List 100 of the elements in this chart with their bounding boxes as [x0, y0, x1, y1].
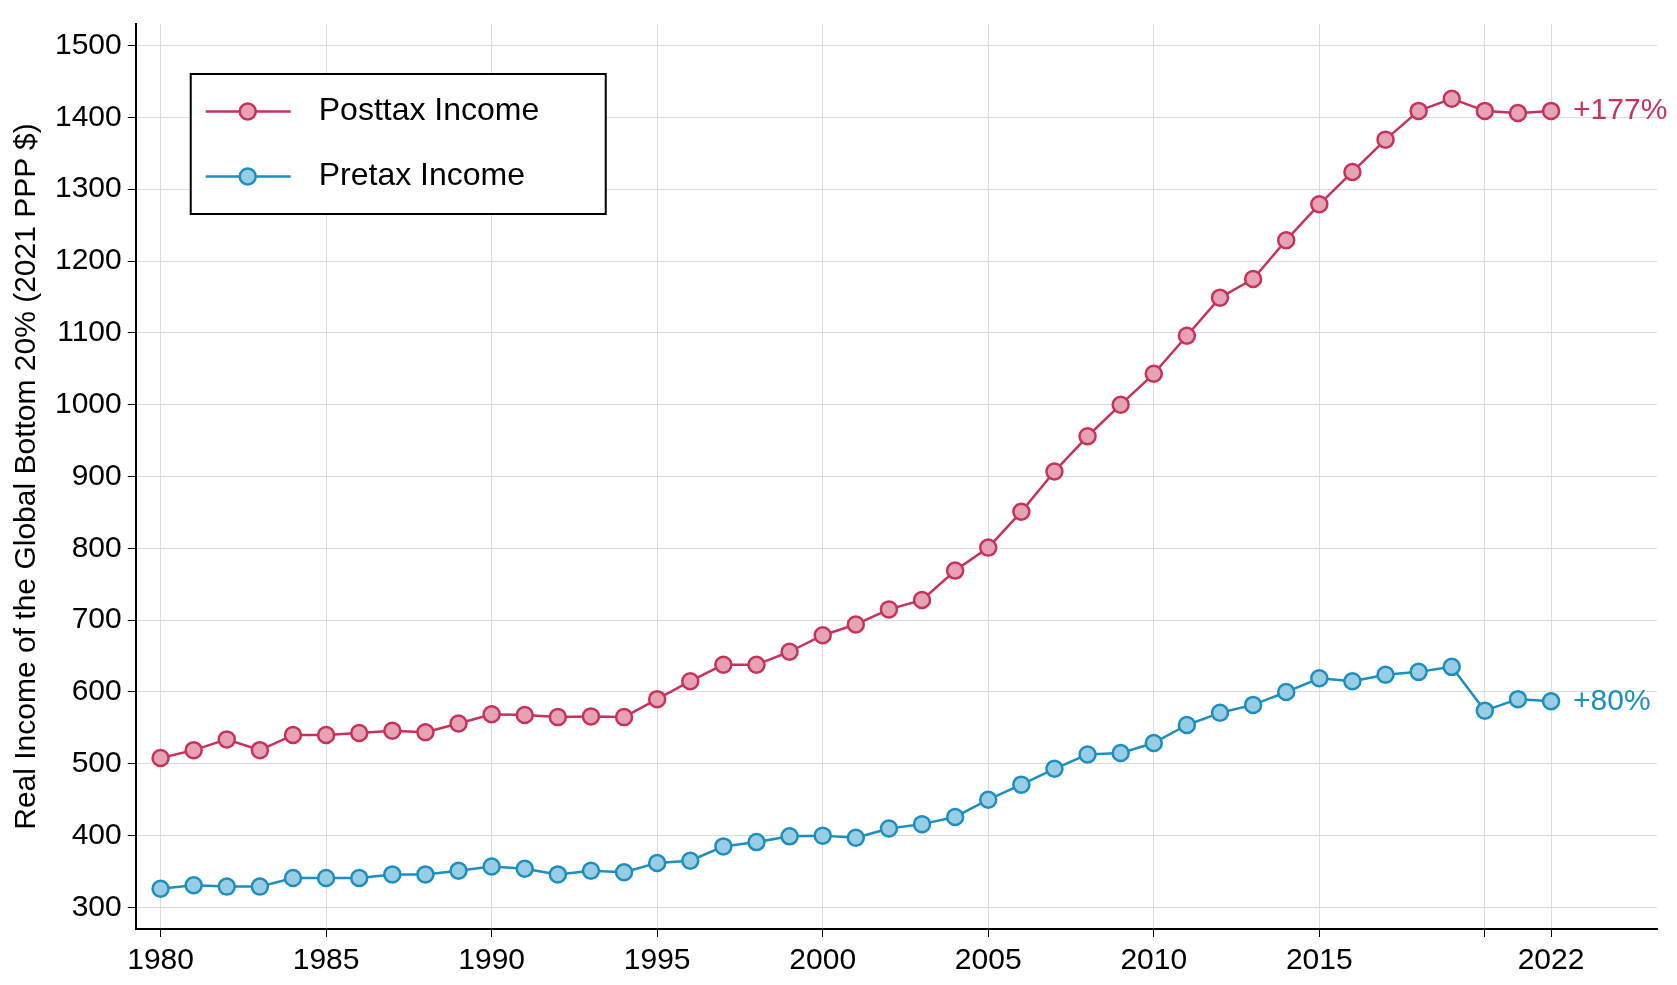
point: [416, 722, 435, 742]
point: [184, 740, 203, 760]
point: [681, 851, 700, 871]
point: [1144, 733, 1164, 753]
point: [548, 865, 568, 884]
point: [1177, 715, 1197, 735]
point: [681, 671, 700, 691]
point: [1045, 759, 1064, 779]
point: [1310, 669, 1329, 688]
x-tick-label: 1995: [623, 942, 691, 976]
point: [614, 707, 634, 727]
point: [714, 655, 733, 674]
point: [349, 723, 369, 743]
point: [780, 827, 799, 846]
point: [1243, 695, 1263, 715]
point: [912, 814, 932, 834]
x-tick-label: 2015: [1285, 942, 1353, 976]
point: [978, 538, 998, 557]
point: [846, 615, 866, 634]
y-tick-label: 500: [71, 745, 122, 779]
point: [912, 590, 932, 610]
point: [647, 689, 667, 709]
x-tick-label: 1990: [458, 942, 526, 976]
point: [813, 826, 832, 845]
point: [1508, 689, 1528, 709]
legend-label: Posttax Income: [318, 91, 540, 128]
y-tick-label: 800: [71, 529, 122, 563]
point: [1045, 462, 1064, 481]
y-tick-label: 1200: [54, 242, 122, 276]
point: [581, 707, 601, 726]
point: [1310, 195, 1329, 214]
point: [1078, 745, 1097, 764]
y-tick-label: 700: [71, 601, 122, 635]
point: [449, 714, 468, 733]
y-tick-label: 400: [71, 816, 122, 850]
point: [449, 861, 468, 881]
point: [515, 859, 534, 878]
point: [1111, 743, 1130, 763]
point: [1177, 326, 1197, 345]
point: [714, 837, 733, 856]
x-tick-label: 2010: [1120, 942, 1188, 976]
x-tick-label: 1980: [127, 942, 194, 976]
point: [945, 561, 965, 580]
point: [747, 655, 766, 674]
point: [1475, 101, 1495, 121]
point: [184, 875, 203, 895]
point: [515, 705, 534, 725]
y-tick-label: 300: [71, 888, 122, 922]
point: [283, 725, 303, 745]
point: [383, 721, 402, 741]
point: [1343, 671, 1362, 691]
point: [879, 600, 899, 619]
y-tick-label: 900: [71, 457, 122, 491]
point: [217, 730, 237, 749]
point: [1376, 665, 1395, 684]
annotation: +177%: [1573, 92, 1668, 126]
point: [1541, 101, 1561, 121]
point: [978, 790, 998, 809]
point: [747, 832, 766, 852]
point: [1508, 103, 1528, 123]
point: [1276, 682, 1296, 702]
point: [614, 863, 634, 882]
y-tick-label: 1500: [54, 26, 122, 60]
point: [1409, 662, 1428, 682]
point: [1475, 701, 1495, 720]
x-tick-label: 2022: [1517, 942, 1585, 976]
point: [316, 725, 336, 745]
point: [283, 868, 303, 888]
y-tick-label: 1000: [54, 385, 122, 419]
legend-label: Pretax Income: [318, 156, 526, 193]
point: [250, 740, 270, 760]
point: [879, 819, 899, 838]
y-axis-title: Real Income of the Global Bottom 20% (2021 PPP $): [8, 123, 42, 830]
x-tick-label: 1985: [292, 942, 360, 976]
point: [1376, 130, 1395, 149]
x-tick-label: 2005: [954, 942, 1022, 976]
y-tick-label: 1300: [54, 170, 122, 204]
point: [151, 879, 170, 899]
y-tick-label: 1400: [54, 98, 122, 132]
point: [1409, 101, 1428, 121]
point: [813, 625, 832, 645]
x-tick-label: 2000: [789, 942, 857, 976]
annotation: +80%: [1573, 682, 1651, 716]
point: [548, 707, 568, 727]
point: [780, 642, 799, 661]
point: [1210, 703, 1230, 723]
point: [250, 877, 270, 896]
point: [1111, 395, 1130, 414]
point: [1442, 89, 1461, 108]
point: [846, 828, 866, 848]
y-tick-label: 600: [71, 673, 122, 707]
point: [1144, 364, 1164, 384]
point: [217, 877, 237, 896]
point: [482, 704, 501, 724]
point: [1243, 269, 1263, 289]
point: [1012, 775, 1031, 794]
point: [1442, 657, 1461, 677]
point: [1210, 288, 1230, 307]
point: [1012, 502, 1031, 521]
point: [1343, 162, 1362, 182]
